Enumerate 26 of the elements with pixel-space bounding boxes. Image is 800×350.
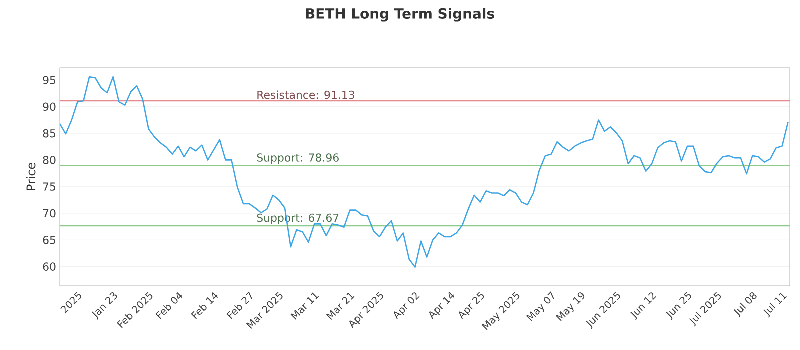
x-tick-label: Apr 25: [459, 292, 484, 320]
x-tick-label: Jul 11: [764, 292, 788, 318]
x-tick-label: Jan 23: [92, 292, 118, 320]
ref-line-label: Support: 78.96: [257, 154, 339, 164]
x-tick-label: Feb 27: [226, 292, 252, 320]
y-axis-title: Price: [26, 163, 36, 190]
y-tick-label: 95: [43, 76, 56, 84]
x-tick-label: Mar 21: [326, 292, 355, 320]
y-tick-label: 85: [43, 129, 56, 138]
y-tick-label: 75: [43, 182, 56, 191]
y-tick-label: 70: [43, 209, 56, 218]
x-tick-label: Mar 11: [290, 292, 320, 320]
x-tick-label: Apr 14: [429, 292, 455, 320]
x-tick-label: Jun 12: [630, 292, 657, 320]
line-series: [60, 76, 789, 268]
x-tick-label: Feb 14: [191, 292, 218, 320]
y-tick-label: 60: [43, 262, 56, 271]
x-tick-label: Jun 25: [666, 292, 692, 320]
x-tick-label: Jul 08: [734, 292, 757, 318]
ref-line-label: Resistance: 91.13: [258, 90, 354, 100]
x-tick-label: Apr 02: [394, 292, 420, 320]
chart-title: BETH Long Term Signals: [306, 8, 494, 22]
y-tick-label: 80: [43, 156, 56, 164]
y-tick-label: 90: [43, 102, 56, 112]
y-tick-label: 65: [43, 236, 56, 244]
x-tick-label: Feb 04: [156, 292, 183, 320]
